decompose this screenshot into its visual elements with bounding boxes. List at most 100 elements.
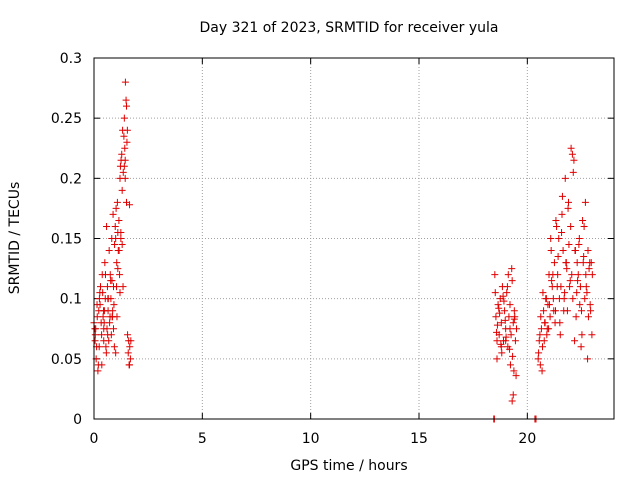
data-point — [115, 247, 123, 255]
data-point — [122, 96, 130, 104]
data-point — [507, 331, 515, 339]
data-point — [580, 253, 588, 261]
data-point — [493, 328, 501, 336]
data-point — [579, 216, 587, 224]
data-point — [112, 204, 120, 212]
data-point — [553, 222, 561, 230]
data-point — [116, 271, 124, 279]
data-point — [582, 271, 590, 279]
data-point — [559, 247, 567, 255]
data-point — [509, 352, 517, 360]
data-point — [96, 289, 104, 297]
data-point — [540, 337, 548, 345]
data-point — [100, 319, 108, 327]
data-point — [126, 355, 134, 363]
data-point — [120, 162, 128, 170]
x-tick-label: 5 — [198, 431, 207, 447]
data-point — [574, 271, 582, 279]
data-point — [107, 277, 115, 285]
data-point — [126, 201, 134, 209]
data-point — [555, 235, 563, 242]
data-point — [586, 301, 594, 309]
y-tick-label: 0.15 — [51, 232, 82, 248]
data-point — [498, 349, 506, 357]
data-point — [501, 307, 509, 315]
data-point — [124, 331, 132, 339]
data-point — [100, 307, 108, 315]
data-point — [578, 307, 585, 315]
data-point — [512, 372, 520, 380]
data-point — [123, 102, 130, 110]
data-point — [493, 337, 501, 345]
data-point — [587, 307, 595, 315]
data-point — [534, 355, 542, 363]
data-point — [539, 289, 547, 297]
data-point — [552, 216, 560, 224]
data-point — [114, 265, 122, 273]
data-point — [506, 345, 514, 353]
data-point — [510, 367, 518, 375]
data-point — [91, 325, 99, 333]
data-point — [113, 198, 121, 206]
data-point — [542, 295, 550, 303]
data-point — [93, 301, 101, 309]
data-point — [120, 132, 128, 140]
data-point — [118, 241, 126, 249]
data-point — [105, 247, 113, 255]
data-point — [112, 349, 120, 357]
data-point — [568, 150, 576, 158]
data-point — [110, 301, 118, 309]
data-point — [493, 355, 501, 363]
data-point — [564, 204, 572, 212]
data-point — [569, 295, 577, 303]
data-point — [123, 138, 131, 146]
data-point — [568, 271, 576, 279]
data-point — [503, 289, 511, 297]
data-point — [578, 331, 586, 339]
data-point — [576, 301, 584, 309]
data-point — [571, 337, 579, 345]
plot-frame — [93, 57, 615, 420]
data-point — [495, 304, 503, 312]
data-point — [121, 78, 129, 86]
data-point — [102, 349, 110, 357]
data-point — [567, 222, 575, 230]
data-point — [101, 271, 109, 279]
data-point — [99, 313, 107, 321]
data-point — [97, 283, 104, 291]
data-point — [550, 307, 558, 315]
data-point — [506, 361, 514, 369]
data-point — [538, 367, 546, 375]
data-point — [494, 301, 502, 309]
data-point — [497, 343, 505, 351]
data-point — [575, 241, 583, 249]
data-point — [117, 235, 125, 242]
data-point — [509, 391, 517, 399]
data-point — [502, 337, 510, 345]
data-point — [546, 313, 554, 321]
data-point — [545, 325, 553, 333]
data-point — [499, 292, 507, 300]
y-tick-label: 0 — [73, 412, 82, 428]
tick-layer: 0 5 10 15 20 0 0.05 0.1 0.15 0.2 0.25 0.3 — [51, 51, 614, 447]
data-point — [573, 289, 581, 297]
data-point — [116, 289, 124, 297]
data-point — [581, 295, 589, 303]
data-point — [572, 313, 580, 321]
data-point — [513, 325, 520, 333]
data-point — [95, 343, 103, 351]
grid-layer — [94, 58, 614, 419]
data-point — [558, 228, 566, 236]
data-point — [586, 259, 594, 267]
data-point — [565, 241, 573, 249]
data-point — [540, 307, 548, 315]
data-point — [113, 283, 121, 291]
data-point — [566, 277, 574, 285]
data-point — [94, 367, 102, 375]
data-point — [493, 321, 501, 329]
data-point — [93, 313, 101, 321]
data-point — [103, 325, 111, 333]
data-point — [119, 168, 127, 176]
data-point — [127, 337, 135, 345]
data-point — [503, 283, 511, 291]
